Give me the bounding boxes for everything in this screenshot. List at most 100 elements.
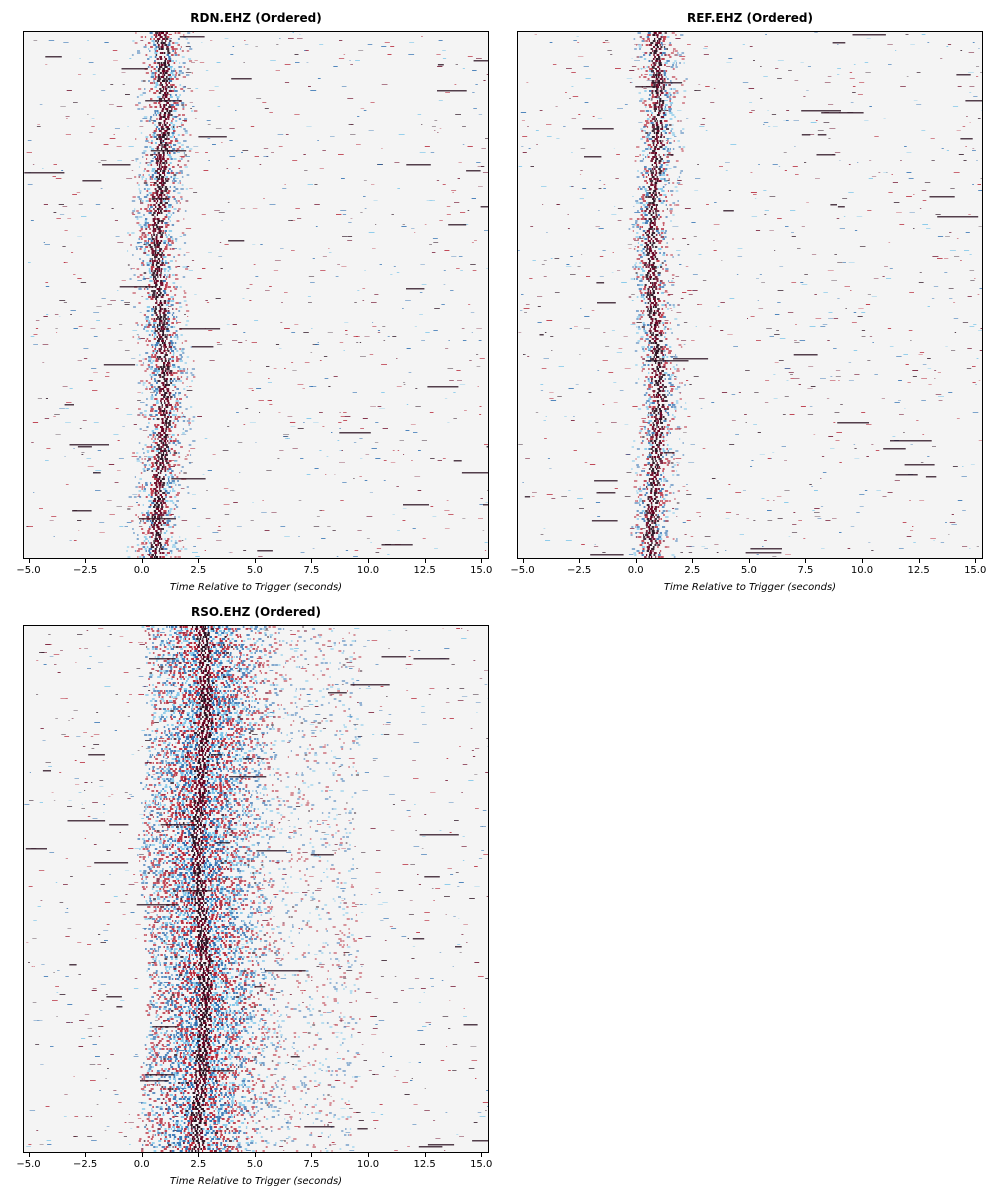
noise-mark — [956, 130, 961, 131]
signal-mark — [159, 316, 163, 318]
noise-mark — [744, 414, 747, 415]
signal-mark — [155, 248, 157, 250]
signal-mark — [173, 130, 176, 132]
signal-mark — [659, 84, 661, 86]
signal-mark — [164, 288, 167, 290]
signal-mark — [151, 388, 154, 390]
signal-mark — [150, 82, 154, 84]
signal-mark — [652, 332, 654, 334]
noise-mark — [937, 372, 941, 373]
noise-mark — [788, 372, 794, 373]
signal-mark — [668, 178, 670, 180]
signal-mark — [641, 150, 646, 152]
noise-mark — [375, 552, 380, 553]
signal-mark — [142, 62, 146, 64]
signal-mark — [644, 90, 647, 92]
noise-mark — [337, 440, 340, 441]
noise-mark — [45, 398, 48, 399]
signal-mark — [167, 312, 171, 314]
signal-mark — [156, 118, 158, 120]
signal-mark — [655, 156, 657, 158]
signal-mark — [175, 278, 179, 280]
signal-mark — [150, 376, 153, 378]
noise-mark — [478, 340, 482, 341]
signal-mark — [655, 374, 659, 376]
signal-mark — [662, 186, 665, 188]
signal-mark — [154, 312, 157, 314]
signal-mark — [156, 262, 160, 264]
noise-mark — [442, 184, 446, 185]
signal-mark — [141, 488, 143, 490]
signal-mark — [167, 64, 170, 66]
noise-mark — [631, 58, 633, 59]
signal-mark — [164, 384, 168, 386]
signal-mark — [157, 228, 161, 230]
signal-mark — [658, 366, 662, 368]
signal-mark — [166, 520, 168, 522]
signal-mark — [169, 152, 171, 154]
signal-mark — [661, 144, 665, 146]
noise-mark — [357, 290, 360, 291]
signal-mark — [648, 280, 650, 282]
noise-mark — [436, 54, 441, 55]
noise-mark — [799, 340, 806, 341]
noise-mark — [571, 86, 574, 87]
noise-mark — [133, 424, 137, 425]
signal-mark — [148, 528, 151, 530]
signal-mark — [154, 246, 156, 248]
signal-mark — [153, 92, 157, 94]
signal-mark — [164, 94, 168, 96]
noise-mark — [949, 298, 953, 299]
noise-mark — [881, 398, 885, 399]
noise-mark — [144, 278, 150, 279]
signal-mark — [660, 334, 663, 336]
noise-mark — [834, 254, 837, 255]
signal-mark — [145, 246, 149, 248]
signal-mark — [145, 538, 148, 540]
signal-mark — [150, 542, 152, 544]
noise-mark — [731, 394, 736, 395]
signal-mark — [646, 324, 650, 326]
signal-mark — [156, 138, 159, 140]
noise-mark — [788, 70, 792, 71]
noise-mark — [411, 460, 413, 461]
noise-mark — [456, 370, 461, 371]
signal-mark — [156, 80, 161, 82]
signal-mark — [139, 192, 142, 194]
noise-mark — [674, 136, 677, 137]
noise-mark — [967, 296, 972, 297]
signal-mark — [183, 370, 186, 372]
noise-mark — [358, 50, 364, 51]
noise-mark — [717, 306, 720, 307]
signal-mark — [642, 276, 645, 278]
signal-mark — [668, 392, 670, 394]
noise-mark — [279, 450, 284, 451]
signal-mark — [156, 292, 158, 294]
signal-mark — [155, 84, 159, 86]
noise-mark — [282, 188, 287, 189]
signal-mark — [172, 318, 176, 320]
noise-mark — [794, 342, 800, 343]
signal-mark — [191, 72, 193, 74]
noise-mark — [291, 220, 296, 221]
signal-mark — [174, 348, 177, 350]
noise-mark — [217, 344, 223, 345]
signal-mark — [168, 168, 171, 170]
signal-mark — [182, 352, 185, 354]
noise-mark — [941, 148, 944, 149]
noise-mark — [582, 188, 587, 189]
noise-mark — [757, 432, 761, 433]
signal-mark — [163, 276, 165, 278]
noise-mark — [199, 62, 205, 63]
signal-mark — [163, 78, 165, 80]
signal-mark — [652, 306, 655, 308]
signal-mark — [664, 62, 668, 64]
noise-mark — [73, 102, 78, 103]
signal-mark — [169, 550, 173, 552]
signal-mark — [152, 468, 156, 470]
streak-mark — [69, 444, 109, 446]
signal-mark — [169, 156, 172, 158]
signal-mark — [159, 52, 162, 54]
noise-mark — [527, 126, 529, 127]
noise-mark — [598, 228, 604, 229]
